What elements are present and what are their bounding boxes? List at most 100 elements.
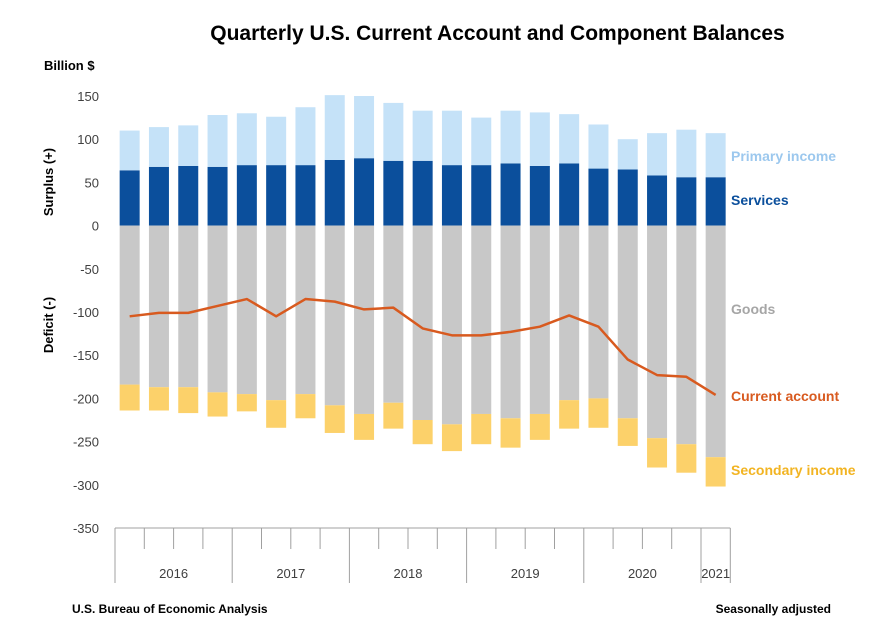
y-axis-tick-labels: 150 100 50 0 -50 -100 -150 -200 -250 -300 -350 <box>73 89 99 536</box>
bar-goods <box>647 225 668 439</box>
x-tick-label-year: 2021 <box>701 566 730 581</box>
bar-secondary-income <box>500 418 521 448</box>
bar-services <box>119 170 140 226</box>
bar-goods <box>471 225 492 414</box>
bar-goods <box>617 225 638 419</box>
y-tick-label: -50 <box>80 262 99 277</box>
bar-services <box>412 160 433 226</box>
bar-secondary-income <box>705 457 726 487</box>
bar-primary-income <box>647 133 668 176</box>
series-label-goods: Goods <box>731 301 776 317</box>
y-tick-label: 100 <box>77 132 99 147</box>
bar-primary-income <box>119 130 140 171</box>
bar-services <box>471 165 492 226</box>
bar-primary-income <box>236 113 257 166</box>
bar-primary-income <box>412 110 433 161</box>
series-label-services: Services <box>731 192 789 208</box>
series-label-primary-income: Primary income <box>731 148 836 164</box>
bar-goods <box>588 225 609 399</box>
bar-goods <box>412 225 433 420</box>
y-axis-label-surplus: Surplus (+) <box>41 148 56 216</box>
bar-goods <box>383 225 404 403</box>
bar-goods <box>500 225 521 419</box>
bar-primary-income <box>529 112 550 166</box>
bar-secondary-income <box>617 418 638 446</box>
bar-primary-income <box>354 96 375 159</box>
y-tick-label: 150 <box>77 89 99 104</box>
bar-services <box>676 177 697 226</box>
bar-secondary-income <box>178 387 199 414</box>
bar-primary-income <box>266 116 287 166</box>
y-tick-label: -350 <box>73 521 99 536</box>
x-tick-label-year: 2020 <box>628 566 657 581</box>
bar-secondary-income <box>207 392 228 417</box>
y-tick-label: -300 <box>73 478 99 493</box>
bar-services <box>617 169 638 226</box>
bar-secondary-income <box>324 405 345 433</box>
bar-goods <box>207 225 228 393</box>
bar-services <box>529 165 550 226</box>
bar-services <box>647 175 668 226</box>
bar-goods <box>529 225 550 414</box>
bar-goods <box>559 225 580 401</box>
x-tick-label-year: 2019 <box>511 566 540 581</box>
bar-services <box>236 165 257 226</box>
bar-primary-income <box>441 110 462 166</box>
bar-primary-income <box>471 117 492 166</box>
bar-primary-income <box>559 114 580 164</box>
bar-services <box>383 160 404 226</box>
y-tick-label: -150 <box>73 348 99 363</box>
bars <box>119 95 726 487</box>
bar-goods <box>148 225 169 388</box>
bar-services <box>207 166 228 226</box>
bar-goods <box>676 225 697 445</box>
bar-services <box>148 166 169 226</box>
line-current-account <box>129 297 717 397</box>
bar-secondary-income <box>383 402 404 429</box>
bar-secondary-income <box>148 387 169 411</box>
bar-services <box>295 165 316 226</box>
bar-primary-income <box>500 110 521 164</box>
chart-title: Quarterly U.S. Current Account and Compo… <box>210 22 785 45</box>
x-tick-label-year: 2018 <box>394 566 423 581</box>
bar-services <box>324 159 345 226</box>
bar-secondary-income <box>119 384 140 411</box>
bar-goods <box>295 225 316 395</box>
bar-secondary-income <box>471 413 492 445</box>
y-tick-label: -200 <box>73 391 99 406</box>
bar-services <box>588 168 609 226</box>
bar-goods <box>236 225 257 395</box>
bar-primary-income <box>178 125 199 166</box>
bar-goods <box>178 225 199 388</box>
x-tick-label-year: 2017 <box>276 566 305 581</box>
bar-secondary-income <box>588 398 609 428</box>
bar-goods <box>324 225 345 406</box>
bar-goods <box>441 225 462 425</box>
bar-secondary-income <box>354 413 375 440</box>
bar-services <box>178 165 199 226</box>
bar-primary-income <box>617 139 638 170</box>
bar-primary-income <box>207 115 228 167</box>
bar-secondary-income <box>412 420 433 445</box>
bar-secondary-income <box>676 444 697 473</box>
x-axis: 2016 2017 2018 2019 2020 2021 <box>114 527 731 583</box>
bar-primary-income <box>676 129 697 178</box>
series-label-current-account: Current account <box>731 388 839 404</box>
seasonal-note: Seasonally adjusted <box>715 602 831 616</box>
x-tick-label-year: 2016 <box>159 566 188 581</box>
unit-label: Billion $ <box>44 58 95 73</box>
bar-secondary-income <box>441 424 462 452</box>
bar-services <box>266 165 287 226</box>
y-tick-label: -100 <box>73 305 99 320</box>
y-tick-label: -250 <box>73 435 99 450</box>
current-account-line <box>129 297 717 397</box>
bar-primary-income <box>295 107 316 166</box>
bar-services <box>441 165 462 226</box>
bar-primary-income <box>705 133 726 178</box>
bar-primary-income <box>588 124 609 169</box>
series-labels: Primary income Services Goods Current accou… <box>731 148 856 478</box>
bar-secondary-income <box>295 394 316 419</box>
bar-goods <box>266 225 287 401</box>
series-label-secondary-income: Secondary income <box>731 462 856 478</box>
